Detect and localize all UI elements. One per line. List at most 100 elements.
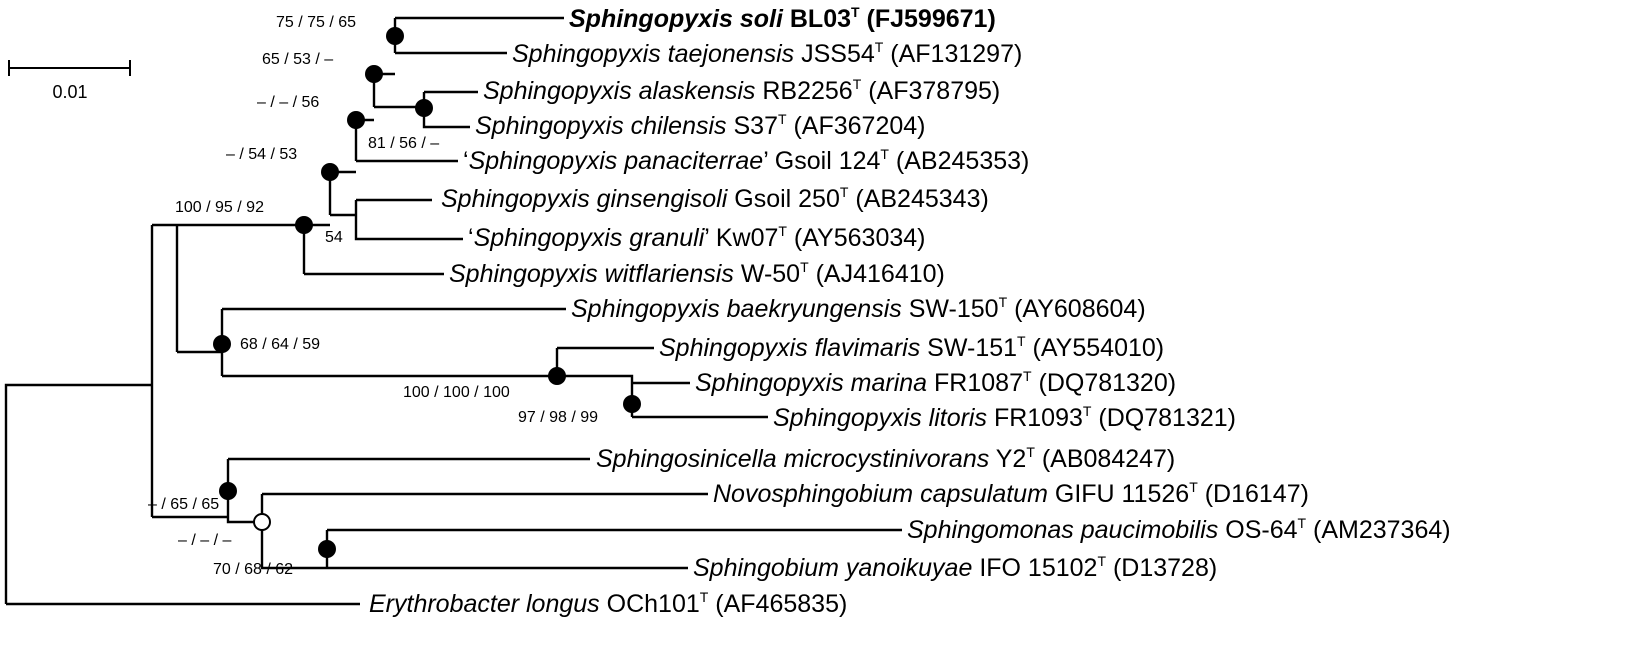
taxon-species: Sphingomonas paucimobilis (907, 516, 1218, 544)
taxon-species: Sphingopyxis baekryungensis (571, 295, 902, 323)
taxon-strain: JSS54 (801, 40, 875, 68)
taxon-strain: Gsoil 250 (734, 185, 840, 213)
taxon-label: Novosphingobium capsulatum GIFU 11526T (… (713, 479, 1309, 508)
taxon-accession: (AY608604) (1007, 295, 1146, 323)
taxon-strain: W-50 (741, 260, 800, 288)
node-marker (365, 65, 383, 83)
taxon-label: Sphingomonas paucimobilis OS-64T (AM2373… (907, 515, 1451, 544)
taxon-label: Sphingopyxis witflariensis W-50T (AJ4164… (449, 259, 945, 288)
node-marker (415, 99, 433, 117)
node-marker (347, 111, 365, 129)
taxon-species: Novosphingobium capsulatum (713, 480, 1048, 508)
taxon-species: Sphingopyxis chilensis (475, 112, 727, 140)
taxon-strain: FR1093 (994, 404, 1083, 432)
taxon-label: Sphingopyxis litoris FR1093T (DQ781321) (773, 403, 1236, 432)
taxon-species: Erythrobacter longus (369, 590, 600, 618)
node-marker (623, 395, 641, 413)
taxon-label: Sphingopyxis flavimaris SW-151T (AY55401… (659, 333, 1164, 362)
taxon-label: Sphingopyxis taejonensis JSS54T (AF13129… (512, 39, 1022, 68)
taxon-accession: (AB084247) (1035, 445, 1175, 473)
taxon-strain: BL03 (790, 5, 851, 33)
taxon-strain: SW-151 (927, 334, 1017, 362)
taxon-label: Sphingopyxis baekryungensis SW-150T (AY6… (571, 294, 1146, 323)
type-strain-mark: T (778, 111, 787, 127)
taxon-label: Sphingopyxis ginsengisoli Gsoil 250T (AB… (441, 184, 989, 213)
taxon-strain: OS-64 (1225, 516, 1297, 544)
taxon-accession: (AJ416410) (809, 260, 945, 288)
taxon-label: Sphingopyxis soli BL03T (FJ599671) (569, 4, 996, 33)
type-strain-mark: T (1189, 479, 1198, 495)
taxon-strain: Y2 (996, 445, 1027, 473)
taxon-accession: (AY563034) (787, 224, 926, 252)
taxon-species: Sphingopyxis witflariensis (449, 260, 734, 288)
taxon-strain: IFO 15102 (979, 554, 1097, 582)
taxon-label: Sphingopyxis chilensis S37T (AF367204) (475, 111, 926, 140)
tree-nodes (213, 27, 641, 558)
taxon-strain: Kw07 (716, 224, 779, 252)
taxon-accession: (AF367204) (787, 112, 926, 140)
taxon-label: Sphingopyxis marina FR1087T (DQ781320) (695, 368, 1176, 397)
taxon-species: Sphingopyxis litoris (773, 404, 987, 432)
taxon-species: Sphingopyxis granuli (474, 224, 706, 252)
node-marker (548, 367, 566, 385)
bootstrap-label: 97 / 98 / 99 (518, 409, 598, 426)
taxon-accession: (AM237364) (1306, 516, 1451, 544)
node-marker (213, 335, 231, 353)
bootstrap-labels: 75 / 75 / 65 65 / 53 / – – / – / 56 81 /… (148, 14, 598, 578)
taxon-label: Erythrobacter longus OCh101T (AF465835) (369, 589, 847, 618)
taxon-label: ‘Sphingopyxis panaciterrae’ Gsoil 124T (… (463, 146, 1029, 175)
taxon-accession: (AF465835) (708, 590, 847, 618)
taxon-species: Sphingopyxis alaskensis (483, 77, 755, 105)
type-strain-mark: T (800, 259, 809, 275)
taxon-accession: (DQ781320) (1032, 369, 1177, 397)
bootstrap-label: 54 (325, 229, 343, 246)
bootstrap-label: – / 65 / 65 (148, 496, 219, 513)
bootstrap-label: – / 54 / 53 (226, 146, 297, 163)
taxon-species: Sphingopyxis flavimaris (659, 334, 920, 362)
taxon-label: Sphingopyxis alaskensis RB2256T (AF37879… (483, 76, 1000, 105)
bootstrap-label: 65 / 53 / – (262, 51, 333, 68)
taxon-label: ‘Sphingopyxis granuli’ Kw07T (AY563034) (468, 223, 925, 252)
type-strain-mark: T (853, 76, 862, 92)
taxon-accession: (D16147) (1198, 480, 1309, 508)
type-strain-mark: T (1023, 368, 1032, 384)
taxon-labels: Sphingopyxis soli BL03T (FJ599671) Sphin… (369, 4, 1451, 618)
scale-bar: 0.01 (8, 60, 131, 102)
taxon-accession: (DQ781321) (1091, 404, 1236, 432)
taxon-accession: (AF378795) (861, 77, 1000, 105)
taxon-label: Sphingosinicella microcystinivorans Y2T … (596, 444, 1175, 473)
taxon-strain: GIFU 11526 (1055, 480, 1189, 508)
bootstrap-label: – / – / – (178, 532, 231, 549)
taxon-strain: S37 (733, 112, 777, 140)
node-marker (295, 216, 313, 234)
node-marker (219, 482, 237, 500)
taxon-accession: (AB245343) (848, 185, 988, 213)
type-strain-mark: T (1298, 515, 1307, 531)
taxon-strain: RB2256 (762, 77, 852, 105)
taxon-strain: OCh101 (607, 590, 700, 618)
taxon-accession: (AB245353) (889, 147, 1029, 175)
type-strain-mark: T (1083, 403, 1092, 419)
bootstrap-label: 81 / 56 / – (368, 135, 439, 152)
type-strain-mark: T (840, 184, 849, 200)
node-marker-open (253, 513, 271, 531)
type-strain-mark: T (1017, 333, 1026, 349)
type-strain-mark: T (778, 223, 787, 239)
taxon-species: Sphingosinicella microcystinivorans (596, 445, 989, 473)
taxon-strain: Gsoil 124 (775, 147, 881, 175)
bootstrap-label: 75 / 75 / 65 (276, 14, 356, 31)
node-marker (321, 163, 339, 181)
bootstrap-label: 68 / 64 / 59 (240, 336, 320, 353)
scale-bar-label: 0.01 (52, 82, 87, 102)
taxon-strain: SW-150 (909, 295, 999, 323)
taxon-species: Sphingobium yanoikuyae (693, 554, 972, 582)
node-marker (318, 540, 336, 558)
taxon-accession: (AF131297) (883, 40, 1022, 68)
taxon-species: Sphingopyxis panaciterrae (469, 147, 764, 175)
taxon-species: Sphingopyxis soli (569, 5, 784, 33)
bootstrap-label: 70 / 68 / 62 (213, 561, 293, 578)
type-strain-mark: T (851, 4, 860, 20)
node-marker (386, 27, 404, 45)
taxon-species: Sphingopyxis taejonensis (512, 40, 794, 68)
